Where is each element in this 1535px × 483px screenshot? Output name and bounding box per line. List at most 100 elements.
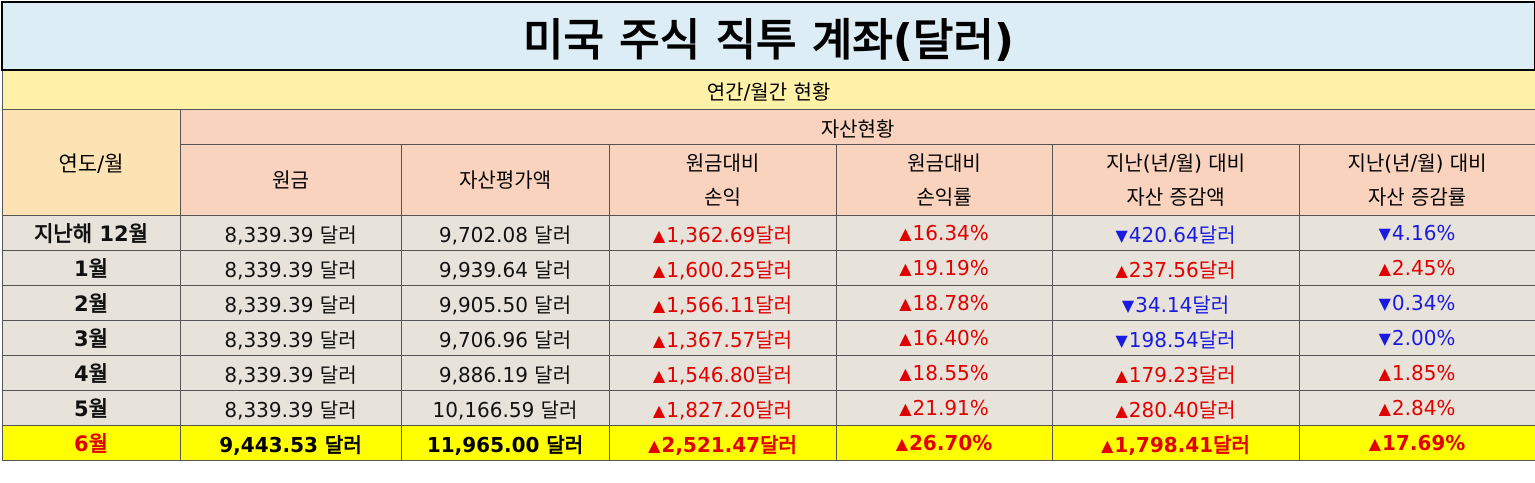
period-cell[interactable]: 5월 — [1, 390, 181, 426]
pnl-rate-cell[interactable]: ▲26.70% — [835, 425, 1053, 461]
triangle-up-icon: ▲ — [652, 260, 666, 280]
change-rate-cell[interactable]: ▲2.84% — [1298, 390, 1535, 426]
change-rate-cell-value: 0.34% — [1391, 291, 1456, 315]
pnl-cell[interactable]: ▲1,362.69달러 — [608, 215, 837, 251]
period-cell[interactable]: 2월 — [1, 285, 181, 321]
pnl-cell-value: 1,367.57달러 — [666, 327, 793, 352]
header-period[interactable]: 연도/월 — [1, 109, 181, 216]
principal-cell[interactable]: 8,339.39 달러 — [179, 320, 402, 356]
period-cell[interactable]: 지난해 12월 — [1, 215, 181, 251]
change-cell[interactable]: ▲280.40달러 — [1051, 390, 1300, 426]
header-principal[interactable]: 원금 — [179, 144, 402, 216]
change-cell-value: 179.23달러 — [1128, 362, 1236, 387]
valuation-cell[interactable]: 9,905.50 달러 — [400, 285, 610, 321]
table-row: 지난해 12월 8,339.39 달러 9,702.08 달러 ▲1,362.69달러… — [1, 215, 1535, 251]
header-change-rate[interactable]: 지난(년/월) 대비 자산 증감률 — [1298, 144, 1535, 216]
triangle-up-icon: ▲ — [899, 224, 912, 243]
triangle-up-icon: ▲ — [899, 399, 912, 418]
valuation-cell[interactable]: 9,939.64 달러 — [400, 250, 610, 286]
sheet-title[interactable]: 미국 주식 직투 계좌(달러) — [0, 1, 1535, 71]
change-rate-cell[interactable]: ▲1.85% — [1298, 355, 1535, 391]
pnl-rate-cell[interactable]: ▲18.55% — [835, 355, 1053, 391]
pnl-cell-value: 1,546.80달러 — [666, 362, 793, 387]
change-cell-value: 280.40달러 — [1128, 397, 1236, 422]
valuation-cell[interactable]: 10,166.59 달러 — [400, 390, 610, 426]
header-valuation[interactable]: 자산평가액 — [400, 144, 610, 216]
period-cell[interactable]: 6월 — [1, 425, 181, 461]
principal-cell[interactable]: 8,339.39 달러 — [179, 250, 402, 286]
triangle-up-icon: ▲ — [652, 365, 666, 385]
header-asset-group[interactable]: 자산현황 — [179, 109, 1535, 145]
valuation-cell[interactable]: 9,702.08 달러 — [400, 215, 610, 251]
header-change[interactable]: 지난(년/월) 대비 자산 증감액 — [1051, 144, 1300, 216]
change-rate-cell[interactable]: ▼2.00% — [1298, 320, 1535, 356]
triangle-down-icon: ▼ — [1115, 330, 1128, 350]
triangle-up-icon: ▲ — [652, 400, 666, 420]
pnl-cell-value: 1,362.69달러 — [666, 222, 793, 247]
pnl-cell[interactable]: ▲1,367.57달러 — [608, 320, 837, 356]
pnl-rate-cell[interactable]: ▲19.19% — [835, 250, 1053, 286]
change-cell[interactable]: ▼34.14달러 — [1051, 285, 1300, 321]
period-cell[interactable]: 4월 — [1, 355, 181, 391]
pnl-rate-cell-value: 21.91% — [912, 396, 989, 420]
triangle-down-icon: ▼ — [1378, 329, 1391, 348]
change-rate-cell[interactable]: ▲2.45% — [1298, 250, 1535, 286]
change-cell-value: 420.64달러 — [1128, 222, 1236, 247]
header-pnl[interactable]: 원금대비 손익 — [608, 144, 837, 216]
pnl-rate-cell[interactable]: ▲16.40% — [835, 320, 1053, 356]
pnl-rate-cell[interactable]: ▲18.78% — [835, 285, 1053, 321]
pnl-rate-cell-value: 19.19% — [912, 256, 989, 280]
triangle-up-icon: ▲ — [1378, 364, 1391, 383]
pnl-cell[interactable]: ▲1,546.80달러 — [608, 355, 837, 391]
triangle-up-icon: ▲ — [899, 259, 912, 278]
triangle-up-icon: ▲ — [1378, 399, 1391, 418]
triangle-up-icon: ▲ — [1115, 400, 1128, 420]
valuation-cell[interactable]: 9,706.96 달러 — [400, 320, 610, 356]
triangle-down-icon: ▼ — [1378, 224, 1391, 243]
change-cell[interactable]: ▲237.56달러 — [1051, 250, 1300, 286]
triangle-up-icon: ▲ — [1378, 259, 1391, 278]
pnl-cell[interactable]: ▲2,521.47달러 — [608, 425, 837, 461]
change-rate-cell-value: 17.69% — [1382, 431, 1466, 455]
change-cell[interactable]: ▲179.23달러 — [1051, 355, 1300, 391]
pnl-rate-cell[interactable]: ▲21.91% — [835, 390, 1053, 426]
triangle-up-icon: ▲ — [648, 435, 661, 455]
change-cell[interactable]: ▲1,798.41달러 — [1051, 425, 1300, 461]
table-row: 5월 8,339.39 달러 10,166.59 달러 ▲1,827.20달러 ▲21.… — [1, 390, 1535, 426]
table-row: 6월 9,443.53 달러 11,965.00 달러 ▲2,521.47달러 ▲26.… — [1, 425, 1535, 461]
triangle-up-icon: ▲ — [899, 364, 912, 383]
principal-cell[interactable]: 8,339.39 달러 — [179, 285, 402, 321]
pnl-cell[interactable]: ▲1,566.11달러 — [608, 285, 837, 321]
header-pnl-rate-line2: 손익률 — [916, 185, 972, 209]
period-cell[interactable]: 3월 — [1, 320, 181, 356]
header-pnl-rate-line1: 원금대비 — [907, 151, 981, 175]
change-cell-value: 237.56달러 — [1128, 257, 1236, 282]
triangle-up-icon: ▲ — [1368, 434, 1382, 453]
table-row: 3월 8,339.39 달러 9,706.96 달러 ▲1,367.57달러 ▲16.4… — [1, 320, 1535, 356]
triangle-up-icon: ▲ — [895, 434, 908, 453]
principal-cell[interactable]: 8,339.39 달러 — [179, 355, 402, 391]
valuation-cell[interactable]: 11,965.00 달러 — [400, 425, 610, 461]
change-cell[interactable]: ▼420.64달러 — [1051, 215, 1300, 251]
pnl-rate-cell[interactable]: ▲16.34% — [835, 215, 1053, 251]
change-rate-cell[interactable]: ▼0.34% — [1298, 285, 1535, 321]
principal-cell[interactable]: 9,443.53 달러 — [179, 425, 402, 461]
principal-cell[interactable]: 8,339.39 달러 — [179, 215, 402, 251]
triangle-up-icon: ▲ — [899, 294, 912, 313]
change-rate-cell[interactable]: ▲17.69% — [1298, 425, 1535, 461]
triangle-up-icon: ▲ — [1115, 260, 1128, 280]
section-header[interactable]: 연간/월간 현황 — [1, 69, 1535, 110]
header-pnl-rate[interactable]: 원금대비 손익률 — [835, 144, 1053, 216]
triangle-up-icon: ▲ — [899, 329, 912, 348]
pnl-rate-cell-value: 18.78% — [912, 291, 989, 315]
change-rate-cell[interactable]: ▼4.16% — [1298, 215, 1535, 251]
pnl-cell[interactable]: ▲1,827.20달러 — [608, 390, 837, 426]
period-cell[interactable]: 1월 — [1, 250, 181, 286]
pnl-cell[interactable]: ▲1,600.25달러 — [608, 250, 837, 286]
valuation-cell[interactable]: 9,886.19 달러 — [400, 355, 610, 391]
pnl-rate-cell-value: 16.34% — [912, 221, 989, 245]
principal-cell[interactable]: 8,339.39 달러 — [179, 390, 402, 426]
table-row: 1월 8,339.39 달러 9,939.64 달러 ▲1,600.25달러 ▲19.1… — [1, 250, 1535, 286]
change-cell[interactable]: ▼198.54달러 — [1051, 320, 1300, 356]
